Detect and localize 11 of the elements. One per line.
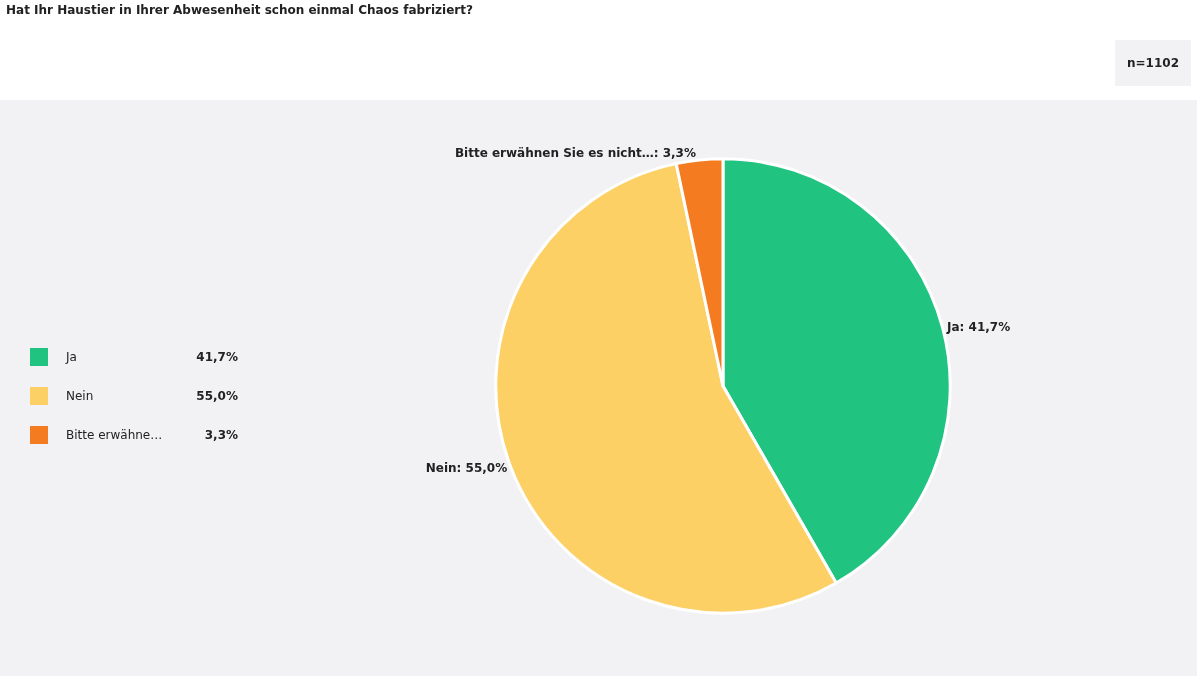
legend-label: Nein <box>66 388 95 403</box>
text: Bitte erwähnen Sie es nicht…: 3,3% <box>454 146 696 161</box>
text: Ja: 41,7% <box>946 319 1011 334</box>
text: n=1102 <box>1115 40 1191 86</box>
data-label: 55,0% <box>195 388 238 403</box>
text: Nein: 55,0% <box>425 460 508 475</box>
chart-title: Hat Ihr Haustier in Ihrer Abwesenheit schon einmal Chaos fabriziert? <box>6 3 473 17</box>
legend-label: Bitte erwähne… <box>66 427 164 442</box>
data-label: 3,3% <box>203 427 238 442</box>
data-label: 41,7% <box>195 349 238 364</box>
legend-label: Ja <box>66 349 78 364</box>
